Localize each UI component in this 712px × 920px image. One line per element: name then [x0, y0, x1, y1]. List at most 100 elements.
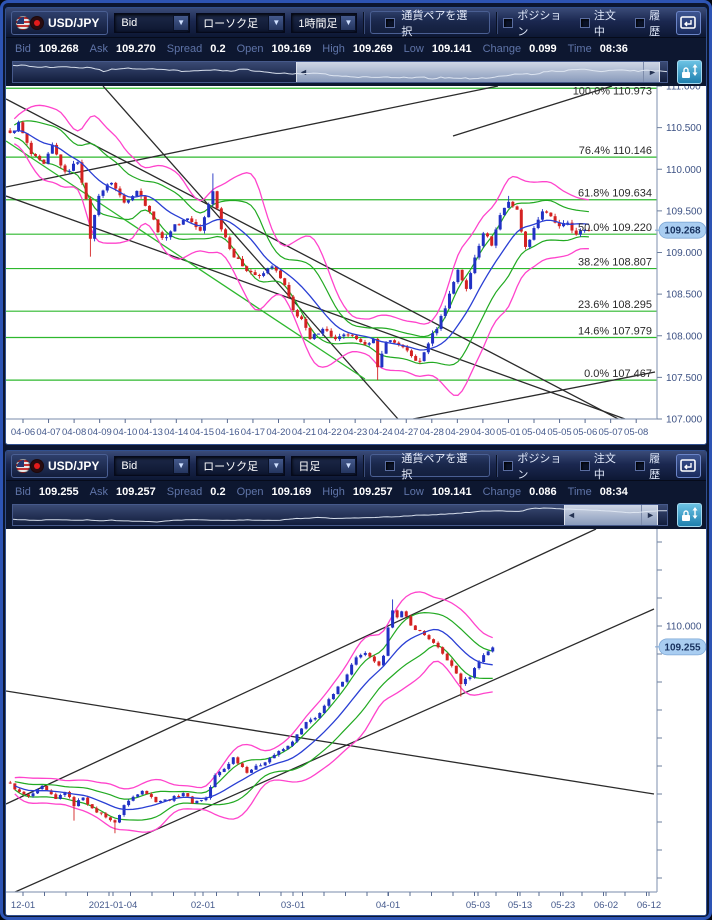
candle-body: [400, 611, 404, 618]
candlestick-chart-hourly[interactable]: 100.0% 110.973 76.4% 110.146 61.8% 109.634…: [6, 82, 706, 444]
candle-body: [25, 133, 29, 143]
candle-body: [236, 757, 240, 764]
chart-type-select[interactable]: ローソク足 ▼: [196, 12, 286, 33]
checkbox-label: 履歴: [649, 452, 661, 481]
candle-body: [354, 657, 358, 665]
candle-body: [578, 230, 582, 235]
scroll-left-arrow[interactable]: ◄: [567, 510, 576, 520]
candle-body: [304, 319, 308, 328]
candle-body: [463, 678, 467, 685]
quote-value: 0.086: [529, 485, 557, 498]
candlestick-chart-daily[interactable]: 110.000 109.255 12-01 2021-01-04 02-01 03-01 0…: [6, 529, 706, 915]
option-1[interactable]: 注文中: [579, 8, 625, 39]
select-pair-button[interactable]: 通貨ペアを選択: [370, 10, 491, 38]
scroll-right-arrow[interactable]: ►: [648, 67, 657, 77]
candle-body: [63, 791, 67, 796]
candle-body: [409, 616, 413, 626]
candle-body: [486, 651, 490, 656]
candle-body: [31, 793, 35, 797]
currency-pair-button[interactable]: USD/JPY: [11, 453, 109, 478]
chart-scrollbar: ◄ ►: [6, 502, 706, 529]
candle-body: [346, 334, 350, 336]
x-axis-label: 04-15: [190, 427, 214, 438]
candle-body: [377, 661, 381, 666]
popout-chart-icon-button[interactable]: [675, 453, 701, 478]
checkbox[interactable]: [579, 17, 590, 28]
candle-body: [84, 182, 88, 200]
candle-body: [272, 754, 276, 759]
candle-body: [67, 791, 71, 798]
candle-body: [359, 339, 363, 343]
candle-body: [405, 347, 409, 351]
candle-body: [38, 155, 42, 160]
chart-type-select[interactable]: ローソク足 ▼: [196, 455, 286, 476]
checkbox[interactable]: [579, 460, 590, 471]
candle-body: [274, 266, 278, 271]
x-axis-label: 04-27: [394, 427, 418, 438]
plot-area: [6, 529, 655, 892]
quote-label: High: [322, 42, 345, 55]
candle-body: [452, 282, 456, 294]
checkbox[interactable]: [635, 17, 646, 28]
candle-body: [318, 713, 322, 718]
candle-body: [439, 316, 443, 329]
candle-body: [95, 808, 99, 813]
checkbox[interactable]: [635, 460, 646, 471]
select-pair-checkbox[interactable]: [385, 17, 396, 28]
candle-body: [309, 719, 313, 723]
trend-line: [6, 195, 626, 419]
candle-body: [240, 258, 244, 267]
price-side-select[interactable]: Bid ▼: [114, 12, 191, 33]
scroll-left-arrow[interactable]: ◄: [299, 67, 308, 77]
japan-flag-icon: [30, 15, 44, 30]
x-axis-label: 05-13: [508, 900, 532, 911]
option-2[interactable]: 履歴: [635, 8, 670, 39]
currency-pair-button[interactable]: USD/JPY: [11, 10, 109, 35]
option-2[interactable]: 履歴: [635, 451, 670, 482]
option-0[interactable]: ポジション: [503, 451, 569, 482]
candle-body: [46, 153, 50, 164]
candle-body: [67, 170, 71, 172]
candle-body: [199, 800, 203, 802]
candle-body: [181, 220, 185, 225]
popout-chart-icon-button[interactable]: [675, 10, 701, 35]
candle-body: [29, 142, 33, 155]
option-0[interactable]: ポジション: [503, 8, 569, 39]
price-side-select[interactable]: Bid ▼: [114, 455, 191, 476]
timeframe-select[interactable]: 1時間足 ▼: [291, 12, 358, 33]
candle-body: [215, 191, 219, 209]
trend-line: [102, 86, 399, 419]
scroll-right-arrow[interactable]: ►: [646, 510, 655, 520]
checkbox[interactable]: [503, 17, 514, 28]
candle-body: [367, 343, 371, 345]
candle-body: [511, 201, 515, 207]
candle-body: [321, 328, 325, 334]
candle-body: [536, 219, 540, 229]
candle-body: [528, 239, 532, 247]
x-axis-label: 02-01: [191, 900, 215, 911]
bollinger-mid: [14, 628, 493, 811]
option-1[interactable]: 注文中: [579, 451, 625, 482]
timeframe-select[interactable]: 日足 ▼: [291, 455, 358, 476]
scale-lock-button[interactable]: [677, 503, 702, 527]
candle-body: [122, 195, 126, 203]
x-axis-label: 04-06: [11, 427, 35, 438]
candle-body: [268, 758, 272, 763]
candle-body: [473, 668, 477, 678]
scale-lock-button[interactable]: [677, 60, 702, 84]
checkbox[interactable]: [503, 460, 514, 471]
quote-label: Low: [403, 42, 424, 55]
trend-line: [412, 371, 656, 419]
x-axis-label: 05-03: [466, 900, 490, 911]
candle-body: [190, 796, 194, 804]
scrollbar-track[interactable]: ◄ ►: [12, 504, 668, 526]
candle-body: [391, 610, 395, 628]
quote-label: Spread: [166, 485, 203, 498]
select-pair-button[interactable]: 通貨ペアを選択: [370, 453, 491, 481]
candle-body: [108, 817, 112, 821]
scrollbar-track[interactable]: ◄ ►: [12, 61, 668, 83]
select-pair-checkbox[interactable]: [385, 460, 396, 471]
bollinger-inner-upper: [13, 120, 589, 338]
x-axis-label: 12-01: [11, 900, 35, 911]
candle-body: [156, 219, 160, 233]
